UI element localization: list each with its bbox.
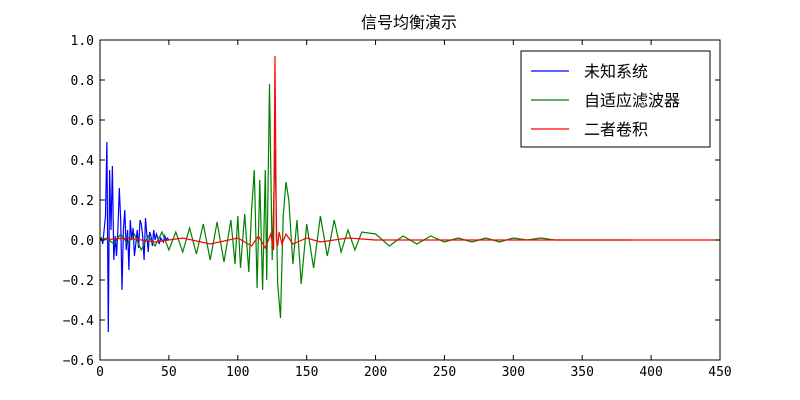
x-tick-label: 350 xyxy=(570,365,593,380)
legend-label-0: 未知系统 xyxy=(584,62,648,81)
legend-label-1: 自适应滤波器 xyxy=(584,91,680,110)
y-tick-label: 0.6 xyxy=(71,114,94,129)
x-tick-label: 200 xyxy=(364,365,387,380)
series-line-2 xyxy=(100,55,720,251)
x-tick-label: 50 xyxy=(161,365,177,380)
x-tick-label: 250 xyxy=(433,365,456,380)
x-tick-label: 100 xyxy=(226,365,249,380)
x-tick-label: 150 xyxy=(295,365,318,380)
y-tick-label: 0.4 xyxy=(71,154,95,169)
y-tick-label: 0.8 xyxy=(71,74,94,89)
x-tick-label: 300 xyxy=(502,365,525,380)
series-line-1 xyxy=(100,83,631,319)
x-tick-label: 450 xyxy=(708,365,731,380)
y-tick-label: 1.0 xyxy=(71,34,94,49)
y-axis: 1.0 0.8 0.6 0.4 0.2 0.0 −0.2 −0.4 −0.6 xyxy=(63,34,720,369)
legend-box xyxy=(520,50,711,148)
y-tick-label: −0.4 xyxy=(63,314,94,329)
y-tick-label: 0.0 xyxy=(71,234,94,249)
chart-title: 信号均衡演示 xyxy=(361,13,457,32)
y-tick-label: −0.2 xyxy=(63,274,94,289)
legend-label-2: 二者卷积 xyxy=(584,120,648,139)
y-tick-label: 0.2 xyxy=(71,194,94,209)
plot-area xyxy=(100,55,720,333)
y-tick-label: −0.6 xyxy=(63,354,94,369)
x-axis: 0 50 100 150 200 250 300 350 400 450 xyxy=(96,40,732,380)
x-tick-label: 0 xyxy=(96,365,104,380)
series-line-0 xyxy=(100,141,170,333)
x-tick-label: 400 xyxy=(639,365,662,380)
